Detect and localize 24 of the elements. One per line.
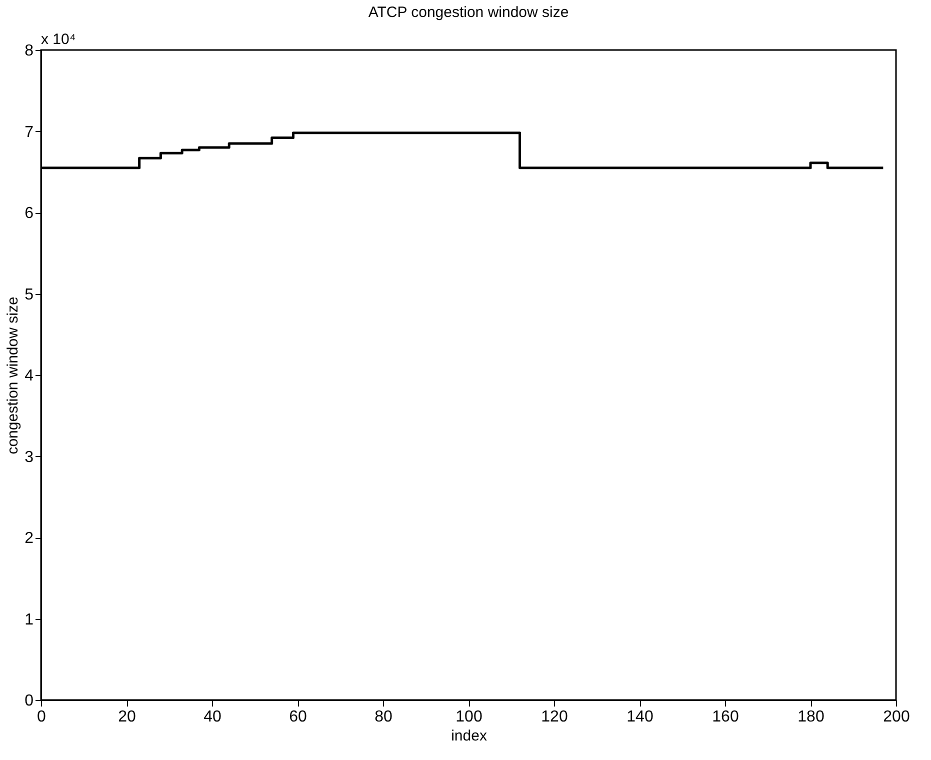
y-tick-label: 1 bbox=[24, 611, 34, 628]
x-tick-label: 140 bbox=[626, 708, 654, 726]
x-tick-label: 180 bbox=[798, 708, 824, 726]
x-axis-title: index bbox=[451, 728, 488, 744]
x-tick-label: 20 bbox=[118, 708, 136, 726]
y-tick-label: 7 bbox=[24, 124, 34, 141]
y-tick-label: 0 bbox=[24, 692, 34, 710]
x-tick-label: 100 bbox=[456, 708, 482, 726]
y-tick-label: 2 bbox=[24, 530, 34, 547]
y-tick-label: 8 bbox=[24, 42, 34, 60]
x-tick-label: 160 bbox=[712, 708, 739, 726]
x-tick-label: 40 bbox=[204, 708, 222, 726]
x-tick-label: 80 bbox=[374, 708, 392, 726]
x-tick-label: 0 bbox=[37, 708, 46, 726]
x-tick-label: 60 bbox=[289, 708, 307, 726]
x-tick-label: 120 bbox=[541, 708, 568, 726]
chart-title: ATCP congestion window size bbox=[368, 4, 569, 21]
y-tick-label: 5 bbox=[24, 286, 34, 304]
y-tick-label: 3 bbox=[24, 448, 34, 466]
x-tick-label: 200 bbox=[883, 708, 910, 726]
y-tick-label: 6 bbox=[24, 205, 34, 222]
text: x 10⁴ bbox=[41, 31, 76, 48]
y-tick-label: 4 bbox=[24, 368, 34, 384]
y-axis-title: congestion window size bbox=[4, 296, 22, 454]
